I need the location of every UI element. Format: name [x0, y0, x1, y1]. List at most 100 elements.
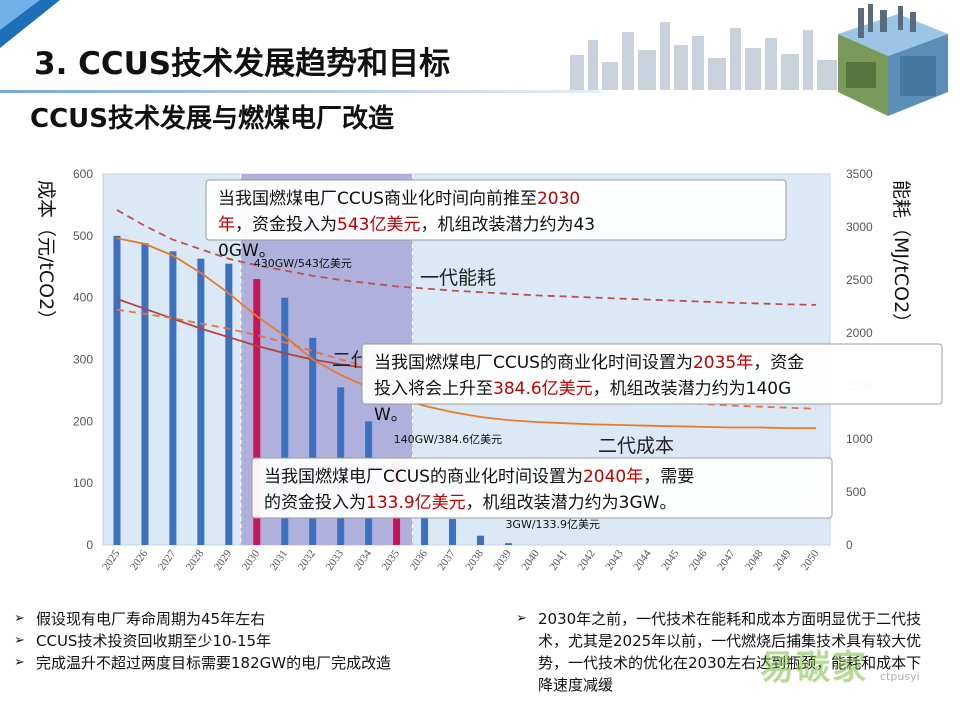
callout-text: 当我国燃煤电厂CCUS的商业化时间设置为2040年，需要 [264, 467, 694, 487]
y-right-tick-label: 3000 [846, 220, 873, 234]
callout-text: 投入将会上升至384.6亿美元，机组改装潜力约为140G [374, 379, 791, 399]
y-left-tick-label: 100 [73, 476, 93, 490]
x-tick-label: 2044 [631, 547, 654, 572]
callout-segment: 投入将会上升至 [374, 379, 493, 399]
callout-highlight: 2035年 [693, 353, 753, 373]
x-tick-label: 2042 [575, 548, 597, 573]
callout-segment: 当我国燃煤电厂CCUS的商业化时间设置为 [374, 353, 693, 373]
callout-text: 的资金投入为133.9亿美元，机组改装潜力约为3GW。 [264, 493, 676, 513]
callout-text: 当我国燃煤电厂CCUS商业化时间向前推至2030 [218, 189, 580, 209]
callout-segment: 当我国燃煤电厂CCUS的商业化时间设置为 [264, 467, 583, 487]
bar-2039 [504, 543, 512, 545]
x-tick-label: 2035 [380, 547, 403, 572]
y-left-tick-label: 300 [73, 353, 93, 367]
city-cube-graphic [838, 4, 948, 116]
x-tick-label: 2049 [771, 547, 794, 572]
bar-2030 [253, 279, 261, 545]
watermark-site-text: ctpusyi [880, 670, 920, 683]
series-line-二代成本 [116, 237, 816, 430]
x-tick-label: 2038 [463, 547, 486, 572]
callout-text: W。 [374, 405, 408, 425]
x-tick-label: 2027 [156, 547, 179, 572]
callout-text: 0GW。 [218, 241, 276, 261]
x-tick-label: 2036 [408, 547, 431, 572]
y-right-tick-label: 1000 [846, 432, 873, 446]
left-bullet-item: CCUS技术投资回收期至少10-15年 [14, 630, 494, 652]
callout-box [205, 179, 787, 241]
y-left-tick-label: 400 [73, 291, 93, 305]
callout-text: 年，资金投入为543亿美元，机组改装潜力约为43 [218, 215, 595, 235]
callout-box [361, 343, 943, 405]
y-left-axis-title: 成本（元/tCO2） [35, 180, 57, 329]
series-line-一代成本 [116, 298, 397, 372]
ccus-chart: 0100200300400500600050010001500200025003… [35, 167, 943, 573]
callout-box [251, 457, 833, 519]
y-right-tick-label: 500 [846, 485, 866, 499]
y-right-tick-label: 2000 [846, 326, 873, 340]
corner-decoration-inner [0, 0, 40, 30]
x-tick-label: 2041 [547, 548, 569, 573]
x-tick-label: 2029 [212, 547, 235, 572]
left-bullet-item: 完成温升不超过两度目标需要182GW的电厂完成改造 [14, 652, 494, 674]
bar-annotation: 3GW/133.9亿美元 [505, 518, 600, 531]
y-right-axis-title: 能耗（MJ/tCO2） [890, 180, 912, 332]
y-right-tick-label: 2500 [846, 273, 873, 287]
series-line-一代能耗 [116, 209, 817, 306]
series-label: 一代能耗 [420, 267, 496, 289]
callout-highlight: 年 [218, 215, 235, 235]
callout-segment: 0GW。 [218, 241, 276, 261]
bar-2026 [141, 243, 149, 545]
y-right-tick-label: 0 [846, 538, 853, 552]
callout-segment: ，机组改装潜力约为140G [593, 379, 792, 399]
callout-highlight: 543亿美元 [337, 215, 420, 235]
bar-2029 [225, 263, 233, 545]
x-tick-label: 2040 [519, 547, 542, 572]
y-left-tick-label: 200 [73, 414, 93, 428]
callout-segment: 当我国燃煤电厂CCUS商业化时间向前推至 [218, 189, 537, 209]
series-label: 二代成本 [598, 435, 674, 457]
x-tick-label: 2045 [659, 547, 682, 572]
chart-subtitle: CCUS技术发展与燃煤电厂改造 [30, 104, 395, 134]
x-tick-label: 2031 [268, 548, 290, 573]
x-tick-label: 2032 [296, 548, 318, 573]
callout-highlight: 2030 [537, 189, 580, 209]
right-bullet-item: 2030年之前，一代技术在能耗和成本方面明显优于二代技术，尤其是2025年以前，… [516, 608, 928, 696]
bar-annotation: 140GW/384.6亿美元 [394, 433, 503, 446]
page-title: 3. CCUS技术发展趋势和目标 [34, 46, 451, 82]
callout-segment: ，需要 [643, 467, 694, 487]
x-tick-label: 2048 [743, 547, 766, 572]
bar-2038 [476, 535, 484, 545]
callout-text: 当我国燃煤电厂CCUS的商业化时间设置为2035年，资金 [374, 353, 804, 373]
y-left-tick-label: 0 [86, 538, 93, 552]
bar-2037 [449, 519, 457, 545]
x-tick-label: 2033 [324, 547, 347, 572]
bar-annotation: 430GW/543亿美元 [254, 257, 352, 270]
city-skyline-graphic [570, 22, 837, 90]
x-tick-label: 2030 [240, 547, 263, 572]
callout-highlight: 133.9亿美元 [366, 493, 466, 513]
x-tick-label: 2028 [184, 547, 207, 572]
left-bullet-item: 假设现有电厂寿命周期为45年左右 [14, 608, 494, 630]
bar-2036 [421, 495, 429, 545]
bar-2032 [309, 337, 317, 545]
callout-segment: 的资金投入为 [264, 493, 366, 513]
x-tick-label: 2046 [687, 547, 710, 572]
bar-2027 [169, 251, 177, 545]
callout-segment: W。 [374, 405, 408, 425]
callout-segment: ，资金 [753, 353, 804, 373]
callout-highlight: 384.6亿美元 [493, 379, 593, 399]
left-bullet-list: 假设现有电厂寿命周期为45年左右CCUS技术投资回收期至少10-15年完成温升不… [14, 608, 494, 674]
x-tick-label: 2037 [436, 547, 459, 572]
x-tick-label: 2025 [100, 547, 123, 572]
x-tick-label: 2050 [799, 547, 822, 572]
bar-2025 [113, 235, 121, 545]
callout-segment: ，资金投入为 [235, 215, 337, 235]
callout-segment: ，机组改装潜力约为43 [420, 215, 595, 235]
x-tick-label: 2039 [491, 547, 514, 572]
x-tick-label: 2047 [715, 547, 738, 572]
x-tick-label: 2034 [352, 547, 375, 572]
bar-2031 [281, 297, 289, 545]
callout-segment: ，机组改装潜力约为3GW。 [466, 493, 677, 513]
x-tick-label: 2026 [128, 547, 151, 572]
